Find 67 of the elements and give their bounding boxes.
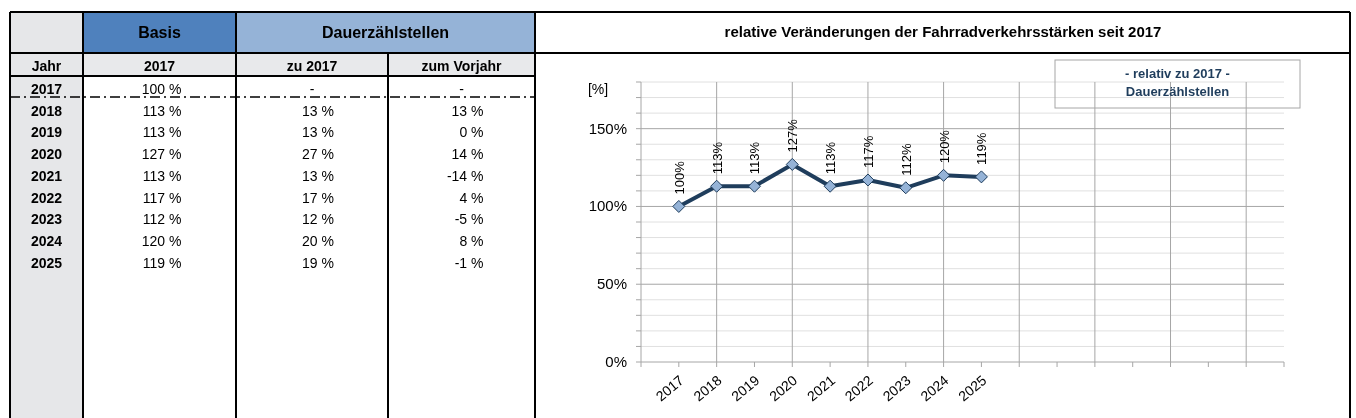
y-tick-label: 50% xyxy=(596,275,627,293)
y-tick-label: 100% xyxy=(588,197,627,215)
x-tick-label: zum Vorjahr xyxy=(421,58,502,74)
point xyxy=(937,168,951,182)
data-label: 127% xyxy=(785,118,801,153)
text: - xyxy=(459,81,464,97)
point xyxy=(899,181,913,195)
data-label: 112 % xyxy=(142,211,182,228)
data-label: 127 % xyxy=(141,146,182,163)
data-label: -14 % xyxy=(446,167,484,184)
y-tick-label: 0% xyxy=(605,353,627,370)
data-label: 27 % xyxy=(302,146,334,163)
text: - xyxy=(309,81,315,97)
data-label: 13 % xyxy=(302,102,334,119)
data-label: 8 % xyxy=(459,232,484,249)
y-tick-label: 2025 xyxy=(30,254,63,271)
data-label: 113 % xyxy=(142,102,182,119)
data-label: 113 % xyxy=(142,124,182,141)
point xyxy=(974,170,988,184)
data-label: 113% xyxy=(747,141,763,175)
data-label: 120% xyxy=(936,129,952,164)
data-label: 13 % xyxy=(451,102,484,119)
data-label: 13 % xyxy=(302,167,334,184)
data-label: 0 % xyxy=(459,124,484,141)
data-label: 19 % xyxy=(302,254,334,271)
y-tick-label: 150% xyxy=(588,119,627,137)
data-label: 113% xyxy=(823,141,839,175)
data-label: 117% xyxy=(860,135,876,168)
data-label: 14 % xyxy=(451,146,484,163)
data-label: 100% xyxy=(671,160,687,195)
data-label: 120 % xyxy=(141,232,182,249)
point xyxy=(861,173,875,187)
data-label: 117 % xyxy=(142,189,182,206)
y-tick-label: 2022 xyxy=(30,189,63,206)
y-axis-title: [%] xyxy=(587,81,609,97)
point xyxy=(785,157,799,171)
data-label: -1 % xyxy=(454,254,484,271)
data-label: 12 % xyxy=(302,211,334,228)
data-label: 4 % xyxy=(459,189,484,206)
text: Jahr xyxy=(31,58,62,74)
data-label: -5 % xyxy=(454,211,484,228)
point xyxy=(672,199,686,213)
data-label: 113% xyxy=(709,141,725,175)
y-tick-label: 2024 xyxy=(30,232,63,249)
y-tick-label: 2023 xyxy=(30,211,63,228)
x-tick-label: zu 2017 xyxy=(286,58,338,74)
x-tick-label: 2017 xyxy=(143,58,176,74)
data-label: 17 % xyxy=(302,189,334,206)
data-label: 13 % xyxy=(302,124,334,141)
point xyxy=(747,179,761,193)
text: Dauerzählstellen xyxy=(321,24,450,41)
data-label: 113 % xyxy=(142,167,182,184)
y-tick-label: 2020 xyxy=(30,146,63,163)
point xyxy=(823,179,837,193)
y-tick-label: 2019 xyxy=(30,124,63,141)
data-label: 100 % xyxy=(141,81,182,97)
text: Basis xyxy=(138,24,181,41)
y-tick-label: 2018 xyxy=(30,102,63,119)
data-label: 112% xyxy=(898,143,914,176)
chart-title: relative Veränderungen der Fahrradverkehrsstärken seit 2017 xyxy=(724,23,1162,40)
data-label: 20 % xyxy=(302,232,334,249)
data-label: 119 % xyxy=(142,254,182,271)
y-tick-label: 2021 xyxy=(30,167,63,184)
data-label: 119% xyxy=(974,132,990,165)
point xyxy=(710,179,724,193)
text: - relativ zu 2017 - Dauerzählstellen xyxy=(1125,66,1230,99)
y-tick-label: 2017 xyxy=(30,81,63,97)
